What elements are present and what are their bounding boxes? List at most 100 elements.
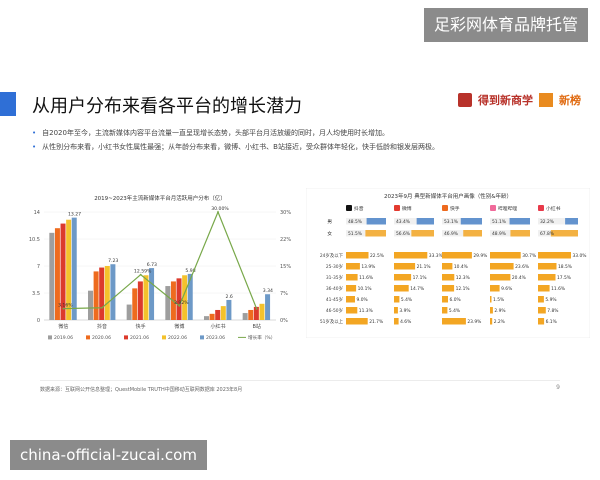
platform-logo-icon bbox=[346, 205, 352, 211]
y-axis-tick-label: 14 bbox=[34, 210, 40, 216]
age-value-label: 9.0% bbox=[357, 297, 368, 303]
bar-2023.06 bbox=[149, 268, 155, 320]
bar-data-label: 3.34 bbox=[263, 288, 273, 294]
bar-2019.06 bbox=[88, 290, 93, 320]
age-bar bbox=[490, 252, 521, 259]
bar-2021.06 bbox=[60, 223, 66, 320]
bar-2019.06 bbox=[49, 232, 55, 320]
legend-label: 2019.06 bbox=[54, 335, 73, 341]
gender-value-label: 48.5% bbox=[348, 219, 362, 225]
page-number: 9 bbox=[556, 384, 560, 391]
age-value-label: 29.9% bbox=[473, 253, 487, 259]
age-value-label: 18.5% bbox=[558, 264, 572, 270]
age-group-label: 36-40岁 bbox=[326, 285, 343, 292]
bar-track bbox=[490, 230, 530, 237]
y-axis-tick-label: 0 bbox=[37, 318, 40, 324]
age-bar bbox=[346, 263, 360, 270]
bar-2019.06 bbox=[204, 316, 209, 320]
platform-logo-icon bbox=[442, 205, 448, 211]
age-value-label: 4.6% bbox=[400, 319, 411, 325]
bar-data-label: 2.6 bbox=[226, 294, 233, 300]
gender-bar bbox=[416, 218, 434, 225]
bar-2019.06 bbox=[242, 313, 248, 320]
bar-2023.06 bbox=[187, 273, 193, 320]
bar-data-label: 13.27 bbox=[68, 212, 81, 218]
growth-rate-point bbox=[255, 307, 258, 310]
bar-2021.06 bbox=[215, 309, 221, 320]
gender-bar bbox=[365, 230, 386, 237]
age-group-label: 24岁及以下 bbox=[320, 252, 344, 259]
gender-bar bbox=[509, 218, 530, 225]
bar-data-label: 6.73 bbox=[147, 262, 157, 268]
age-value-label: 20.4% bbox=[512, 275, 526, 281]
platform-logo-icon bbox=[490, 205, 496, 211]
x-axis-tick-label: B站 bbox=[252, 323, 260, 330]
gender-bar bbox=[366, 218, 386, 225]
bullet-list: 自2020年至今，主流新媒体内容平台流量一直呈现增长态势，头部平台月活放缓的同时… bbox=[32, 126, 572, 154]
y2-axis-tick-label: 7% bbox=[280, 291, 288, 297]
age-value-label: 9.6% bbox=[501, 286, 512, 292]
gender-value-label: 67.8% bbox=[540, 231, 554, 237]
age-value-label: 12.3% bbox=[456, 275, 470, 281]
x-axis-tick-label: 小红书 bbox=[210, 323, 225, 330]
age-bar bbox=[538, 296, 544, 303]
platform-name: 小红书 bbox=[546, 205, 561, 212]
age-bar bbox=[442, 307, 448, 314]
bar-2021.06 bbox=[176, 278, 182, 320]
age-value-label: 5.4% bbox=[449, 308, 460, 314]
legend-label: 增长率（%） bbox=[248, 334, 275, 341]
bar-2020.06 bbox=[209, 313, 215, 320]
gender-bar bbox=[460, 218, 482, 225]
platform-name: 微博 bbox=[402, 205, 412, 212]
age-value-label: 2.2% bbox=[494, 319, 505, 325]
age-value-label: 11.3% bbox=[359, 308, 373, 314]
age-group-label: 31-35岁 bbox=[326, 274, 343, 281]
legend-swatch bbox=[200, 335, 204, 340]
gender-value-label: 51.5% bbox=[348, 231, 362, 237]
bar-track bbox=[442, 230, 482, 237]
age-value-label: 6.0% bbox=[450, 297, 461, 303]
age-value-label: 30.7% bbox=[522, 253, 536, 259]
age-bar bbox=[394, 318, 399, 325]
age-value-label: 6.1% bbox=[546, 319, 557, 325]
age-value-label: 5.4% bbox=[401, 297, 412, 303]
age-bar bbox=[394, 274, 412, 281]
bar-2020.06 bbox=[54, 228, 60, 320]
legend-swatch bbox=[86, 335, 90, 340]
platform-logo-icon bbox=[538, 205, 544, 211]
footer-divider bbox=[40, 380, 560, 381]
gender-label: 女 bbox=[327, 230, 332, 237]
bar-2022.06 bbox=[220, 306, 226, 320]
age-value-label: 1.5% bbox=[493, 297, 504, 303]
age-bar bbox=[346, 274, 358, 281]
legend-label: 2023.06 bbox=[206, 335, 225, 341]
growth-rate-point bbox=[62, 307, 65, 310]
gender-label: 男 bbox=[327, 219, 332, 225]
bar-2019.06 bbox=[126, 304, 132, 320]
age-group-label: 51岁及以上 bbox=[320, 318, 344, 325]
legend-swatch bbox=[162, 335, 166, 340]
gender-value-label: 43.4% bbox=[396, 219, 410, 225]
bar-2022.06 bbox=[143, 275, 149, 320]
age-value-label: 7.8% bbox=[547, 308, 558, 314]
age-bar bbox=[490, 318, 493, 325]
age-bar bbox=[346, 285, 357, 292]
age-value-label: 2.9% bbox=[494, 308, 505, 314]
age-bar bbox=[394, 285, 409, 292]
age-bar bbox=[538, 252, 571, 259]
logo-group: 得到新商学 新榜 bbox=[458, 92, 581, 108]
age-bar bbox=[538, 307, 546, 314]
legend-label: 2021.06 bbox=[130, 335, 149, 341]
growth-rate-point bbox=[139, 273, 142, 276]
slide-title: 从用户分布来看各平台的增长潜力 bbox=[32, 96, 302, 117]
age-bar bbox=[442, 318, 466, 325]
age-bar bbox=[490, 307, 493, 314]
bar-2021.06 bbox=[137, 281, 143, 320]
gender-bar bbox=[565, 218, 578, 225]
age-value-label: 23.6% bbox=[515, 264, 529, 270]
line-data-label: 3.92% bbox=[174, 300, 189, 306]
platform-name: 哔哩哔哩 bbox=[498, 205, 517, 212]
age-group-label: 25-30岁 bbox=[326, 263, 343, 270]
bar-2022.06 bbox=[259, 303, 265, 320]
bar-2020.06 bbox=[248, 309, 254, 320]
